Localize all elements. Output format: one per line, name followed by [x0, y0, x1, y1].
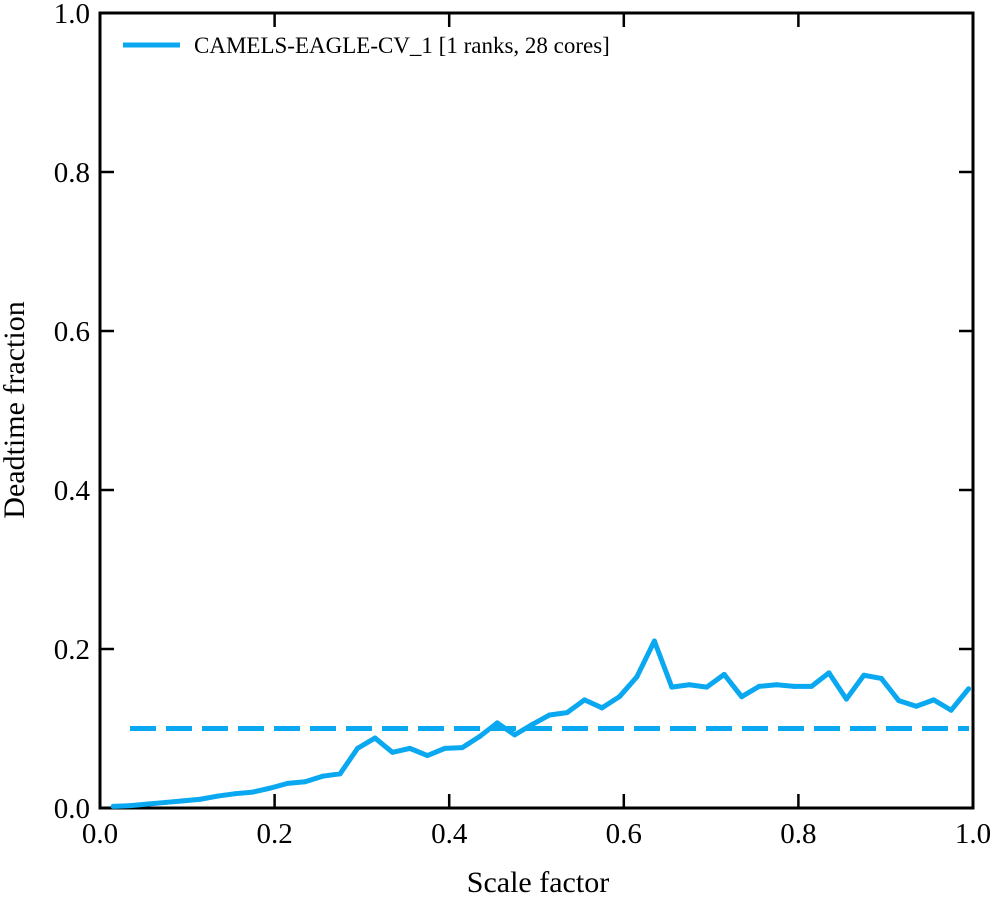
data-point: [180, 798, 186, 804]
data-point: [215, 793, 221, 799]
x-tick-label: 0.0: [82, 818, 118, 850]
y-tick-label: 0.6: [54, 316, 90, 348]
data-point: [424, 753, 430, 759]
data-point: [704, 684, 710, 690]
y-tick-label: 1.0: [54, 0, 90, 30]
legend: CAMELS-EAGLE-CV_1 [1 ranks, 28 cores]: [123, 33, 610, 58]
data-point: [110, 803, 116, 809]
data-point: [267, 785, 273, 791]
data-point: [826, 670, 832, 676]
data-point: [547, 712, 553, 718]
y-tick-label: 0.0: [54, 793, 90, 825]
x-tick-label: 0.4: [431, 818, 468, 850]
data-point: [721, 671, 727, 677]
data-point: [651, 638, 657, 644]
data-point: [145, 801, 151, 807]
data-point: [808, 683, 814, 689]
data-point: [494, 720, 500, 726]
data-point: [442, 745, 448, 751]
series-line: [112, 638, 971, 809]
data-point: [791, 683, 797, 689]
data-point: [529, 722, 535, 728]
data-point: [774, 682, 780, 688]
data-point: [948, 707, 954, 713]
tick-labels: 0.0 0.2 0.4 0.6 0.8 1.0 0.0 0.2 0.4 0.6 0.8 1.0: [54, 0, 991, 850]
data-point: [861, 672, 867, 678]
legend-label: CAMELS-EAGLE-CV_1 [1 ranks, 28 cores]: [194, 33, 610, 58]
data-point: [197, 796, 203, 802]
data-point: [843, 696, 849, 702]
data-point: [459, 745, 465, 751]
series-points: [110, 638, 972, 809]
data-point: [616, 694, 622, 700]
data-point: [337, 771, 343, 777]
y-axis-label: Deadtime fraction: [0, 301, 31, 518]
data-point: [250, 789, 256, 795]
data-point: [669, 684, 675, 690]
y-tick-label: 0.8: [54, 157, 90, 189]
data-point: [913, 703, 919, 709]
data-point: [686, 682, 692, 688]
tick-marks: [98, 11, 975, 810]
data-point: [477, 733, 483, 739]
data-point: [634, 674, 640, 680]
data-point: [389, 749, 395, 755]
data-point: [931, 697, 937, 703]
data-point: [128, 803, 134, 809]
data-point: [599, 705, 605, 711]
data-point: [582, 697, 588, 703]
data-point: [739, 694, 745, 700]
x-tick-label: 1.0: [955, 818, 991, 850]
data-point: [320, 773, 326, 779]
data-point: [355, 745, 361, 751]
x-axis-label: Scale factor: [467, 866, 609, 899]
data-point: [285, 780, 291, 786]
data-point: [407, 745, 413, 751]
data-point: [232, 791, 238, 797]
x-tick-label: 0.6: [606, 818, 642, 850]
data-point: [564, 710, 570, 716]
data-point: [512, 732, 518, 738]
data-point: [878, 675, 884, 681]
data-point: [162, 799, 168, 805]
x-tick-label: 0.8: [780, 818, 816, 850]
x-tick-label: 0.2: [256, 818, 292, 850]
data-point: [372, 735, 378, 741]
y-tick-label: 0.2: [54, 634, 90, 666]
data-point: [302, 779, 308, 785]
plot-frame: [98, 11, 975, 810]
data-point: [756, 683, 762, 689]
data-point: [896, 698, 902, 704]
data-point: [966, 686, 972, 692]
y-tick-label: 0.4: [54, 475, 91, 507]
